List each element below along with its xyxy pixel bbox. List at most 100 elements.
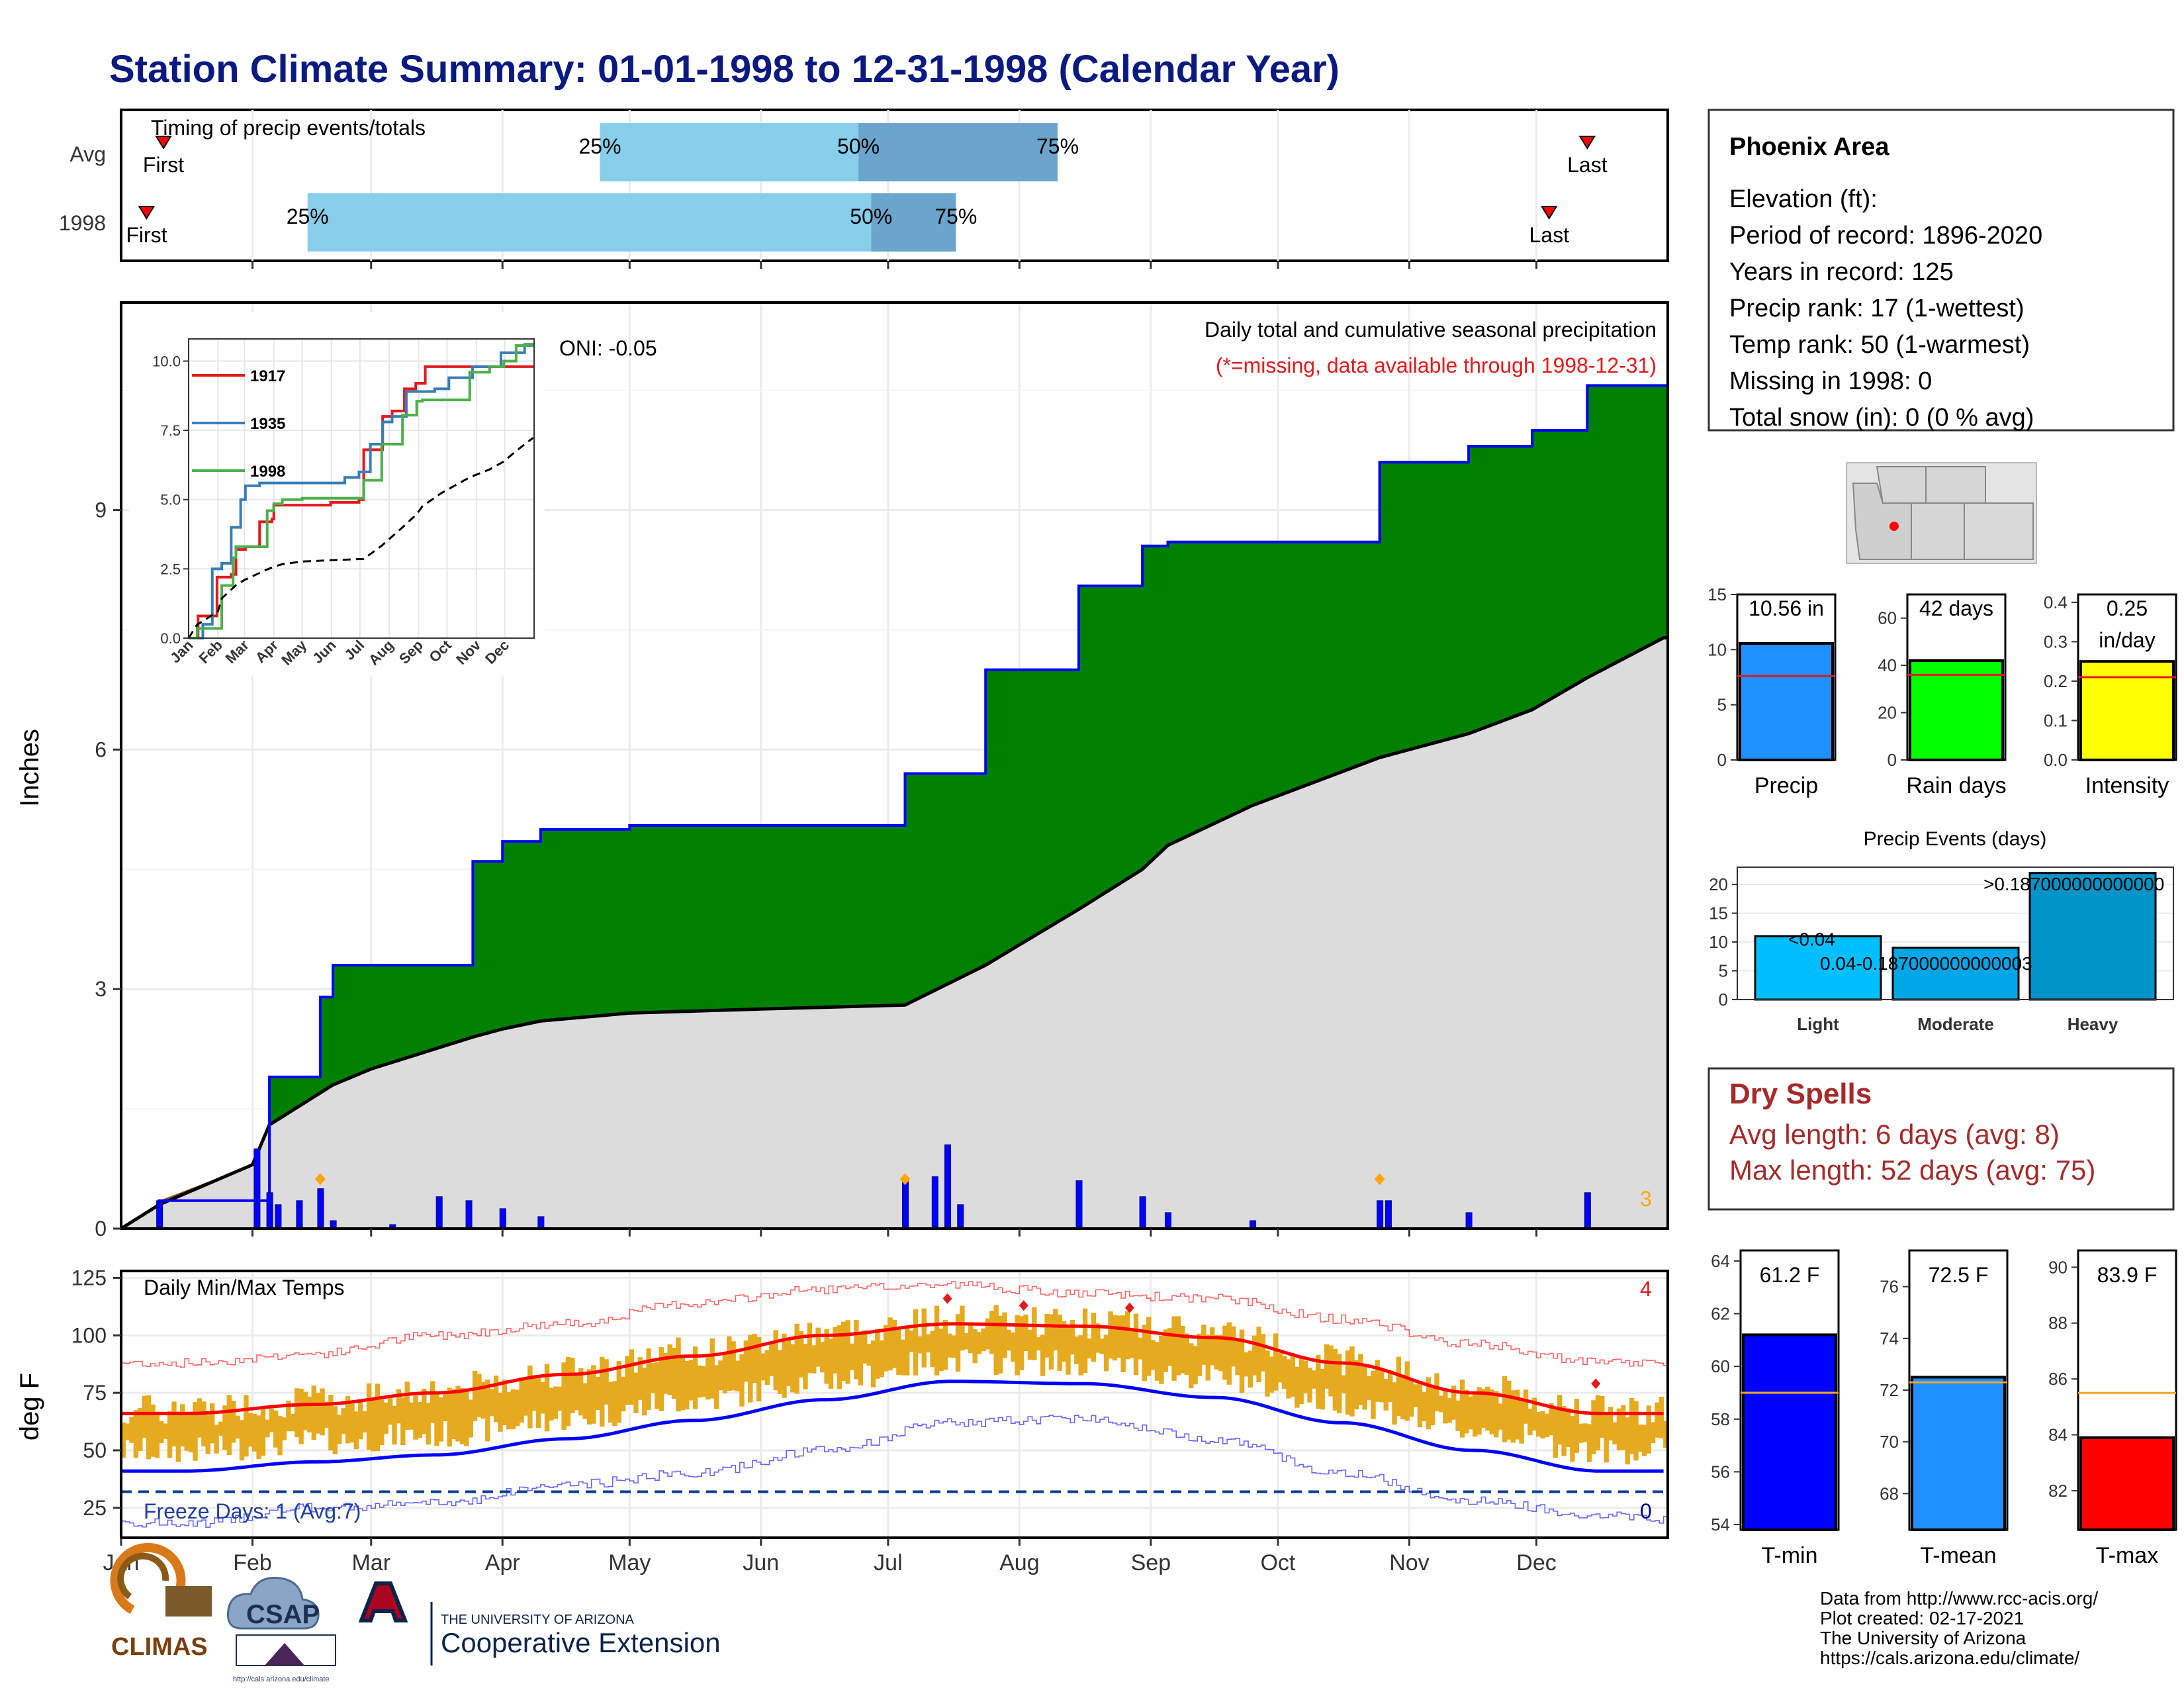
temp-cold-count: 0 (1640, 1499, 1652, 1523)
page-title: Station Climate Summary: 01-01-1998 to 1… (109, 48, 1340, 91)
month-tick-label: Aug (999, 1550, 1040, 1575)
inset-series-line (189, 365, 534, 639)
precip-record-marker (899, 1173, 911, 1186)
temp-record-marker (942, 1293, 952, 1304)
precip-summary-name: Intensity (2085, 773, 2169, 798)
precip-panel: Daily total and cumulative seasonal prec… (15, 301, 1669, 1241)
events-bar (2028, 872, 2157, 1001)
precip-header: Daily total and cumulative seasonal prec… (1205, 318, 1657, 342)
timing-bar-50-75 (871, 193, 956, 252)
month-tick-label: Jun (743, 1550, 779, 1575)
temp-record-min-line (121, 1415, 1668, 1528)
timing-bar-25-50 (600, 123, 859, 181)
inset-y-tick-label: 0.0 (160, 630, 181, 647)
temp-summary-y-tick-label: 74 (1880, 1329, 1899, 1348)
dry-spells-title: Dry Spells (1729, 1078, 1872, 1110)
precip-daily-bar (499, 1208, 506, 1229)
temp-summary-name: T-mean (1920, 1543, 1996, 1568)
dry-max-length: Max length: 52 days (avg: 75) (1729, 1154, 2095, 1186)
timing-marker-icon (155, 136, 172, 150)
station-info-box: Phoenix Area Elevation (ft): Period of re… (1707, 109, 2175, 432)
utah-shape (1876, 466, 1927, 504)
temp-record-marker (1019, 1300, 1028, 1311)
temp-panel: Daily Min/Max Temps Freeze Days: 1 (Avg:… (15, 1229, 1669, 1575)
precip-corner-count: 3 (1640, 1187, 1652, 1211)
precip-daily-bar (902, 1180, 909, 1229)
precip-daily-bar (465, 1200, 473, 1229)
colorado-shape (1925, 466, 1986, 504)
events-x-label: Light (1797, 1014, 1839, 1034)
precip-summary-y-tick-label: 0.1 (2044, 710, 2068, 730)
precip-daily-bar (1139, 1196, 1146, 1229)
precip-summary-y-tick-label: 10 (1707, 639, 1727, 659)
temp-daily-range-bars (120, 1305, 1668, 1465)
month-tick-label: Nov (1389, 1550, 1429, 1575)
station-info-line: Temp rank: 50 (1-warmest) (1729, 331, 2030, 359)
temp-summary-name: T-min (1762, 1543, 1818, 1568)
timing-percentile-label: 25% (287, 205, 329, 228)
temp-y-tick-label: 125 (71, 1266, 107, 1289)
precip-summary-y-tick-label: 0.4 (2044, 592, 2068, 612)
texas-shape (1964, 502, 2034, 560)
month-tick-label: Jul (874, 1550, 902, 1575)
temp-summary-y-tick-label: 60 (1711, 1356, 1730, 1376)
temp-summary-y-tick-label: 58 (1711, 1409, 1730, 1429)
precip-missing-note: (*=missing, data available through 1998-… (1216, 353, 1657, 377)
inset-y-tick-label: 7.5 (160, 422, 181, 439)
precip-summary-bar (1909, 659, 2004, 761)
inset-series-line (189, 344, 533, 639)
temp-y-label: deg F (15, 1373, 44, 1440)
events-y-tick-label: 10 (1709, 932, 1728, 952)
precip-summary-value-label: in/day (2099, 628, 2155, 652)
temp-summary-y-tick-label: 84 (2048, 1425, 2068, 1445)
university-name: THE UNIVERSITY OF ARIZONA (441, 1613, 635, 1627)
events-bar (1891, 947, 2020, 1001)
precip-summary-bars: 0 5 10 15 10.56 in Precip 0 20 40 60 42 days Rain d… (1707, 585, 2177, 798)
precip-y-label: Inches (15, 729, 44, 807)
station-info-line: Years in record: 125 (1729, 258, 1954, 286)
timing-panel: 25% 50% 75% First Last 25% 50% 75% First Last Tim… (59, 109, 1669, 269)
precip-normal-line (120, 636, 1668, 1231)
credit-data-source: Data from http://www.rcc-acis.org/ (1820, 1588, 2098, 1609)
precip-summary-y-tick-label: 0.2 (2044, 671, 2068, 691)
events-y-tick-label: 0 (1719, 990, 1728, 1009)
inset-average-line (187, 437, 534, 639)
precip-cumulative-line (121, 384, 1668, 1230)
events-y-tick-label: 20 (1709, 874, 1728, 894)
csap-url: http://cals.arizona.edu/climate (233, 1675, 330, 1683)
temp-normal-max-line (121, 1322, 1664, 1415)
temp-summary-y-tick-label: 72 (1880, 1380, 1899, 1400)
temp-normal-min-line (121, 1380, 1664, 1473)
temp-summary-y-tick-label: 82 (2048, 1481, 2068, 1501)
precip-daily-bar (1377, 1200, 1384, 1229)
precip-daily-bar (275, 1204, 282, 1229)
events-bar-label: >0.187000000000000 (1983, 874, 2164, 894)
station-name: Phoenix Area (1729, 133, 1889, 161)
precip-summary-y-tick-label: 5 (1717, 695, 1727, 715)
temp-summary-y-tick-label: 86 (2048, 1369, 2068, 1389)
temp-summary-bars: 54 56 58 60 62 64 61.2 F T-min 68 70 72 74 76 72.5 F T… (1711, 1249, 2177, 1568)
temp-summary-value-label: 72.5 F (1929, 1263, 1989, 1287)
inset-y-tick-label: 10.0 (152, 353, 181, 369)
temp-summary-bar (1911, 1376, 2006, 1531)
precip-summary-value-label: 0.25 (2107, 596, 2148, 620)
precip-summary-name: Rain days (1906, 773, 2006, 798)
csap-logo: CSAP http://cals.arizona.edu/climate (226, 1577, 336, 1683)
timing-marker-label: Last (1529, 223, 1569, 247)
station-info-line: Total snow (in): 0 (0 % avg) (1729, 404, 2034, 432)
precip-daily-bar (1584, 1192, 1591, 1229)
temp-y-tick-label: 75 (83, 1381, 107, 1405)
timing-marker-label: First (126, 223, 167, 247)
credits: Data from http://www.rcc-acis.org/ Plot … (1820, 1588, 2098, 1668)
precip-y-ticks: 0 3 6 9 (95, 498, 121, 1241)
timing-percentile-label: 75% (1036, 134, 1079, 158)
precip-normal-area (121, 637, 1668, 1229)
events-y-tick-label: 15 (1709, 904, 1728, 923)
timing-label: Timing of precip events/totals (151, 116, 426, 140)
inset-legend-label: 1935 (250, 415, 285, 433)
precip-summary-value-label: 10.56 in (1749, 596, 1824, 620)
temp-y-tick-label: 25 (83, 1496, 107, 1520)
precip-daily-bar (435, 1196, 443, 1229)
precip-record-marker (1374, 1173, 1385, 1186)
